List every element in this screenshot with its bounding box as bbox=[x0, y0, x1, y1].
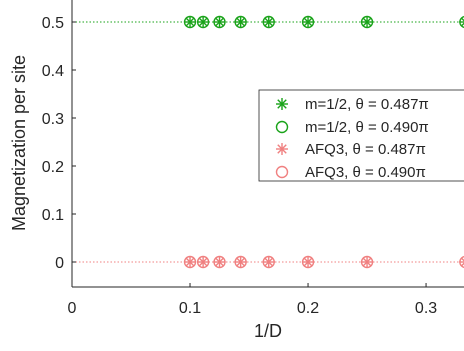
data-point-asterisk bbox=[302, 256, 315, 268]
y-tick-label: 0.2 bbox=[42, 159, 64, 176]
legend: m=1/2, θ = 0.487π m=1/2, θ = 0.490π AFQ3… bbox=[258, 89, 464, 182]
data-point-circle bbox=[234, 255, 247, 269]
legend-entry-3: AFQ3, θ = 0.487π bbox=[305, 141, 426, 158]
legend-entry-4: AFQ3, θ = 0.490π bbox=[305, 164, 426, 181]
data-point-circle bbox=[196, 15, 210, 29]
data-point-circle bbox=[213, 15, 226, 29]
ticks: 0 0.1 0.2 0.3 0 0.1 0.2 0.3 0.4 0.5 bbox=[42, 15, 438, 317]
data-point-circle bbox=[301, 255, 315, 269]
data-point-circle bbox=[301, 15, 315, 29]
y-axis-label: Magnetization per site bbox=[9, 55, 29, 231]
legend-marker-asterisk bbox=[276, 98, 288, 110]
data-point-circle bbox=[196, 255, 210, 269]
axes bbox=[71, 0, 464, 288]
data-point-asterisk bbox=[234, 256, 247, 268]
data-point-circle bbox=[459, 15, 464, 29]
x-axis-label: 1/D bbox=[254, 321, 282, 341]
data-point-asterisk bbox=[184, 16, 197, 28]
y-tick-label: 0 bbox=[55, 255, 64, 272]
x-tick-label: 0.3 bbox=[415, 300, 437, 317]
legend-entry-2: m=1/2, θ = 0.490π bbox=[305, 119, 429, 136]
x-tick-label: 0.2 bbox=[297, 300, 319, 317]
data-point-circle bbox=[360, 15, 374, 29]
data-point-asterisk bbox=[262, 256, 275, 268]
data-point-asterisk bbox=[234, 16, 247, 28]
data-point-asterisk bbox=[459, 17, 464, 27]
data-point-asterisk bbox=[197, 256, 210, 268]
legend-marker-asterisk bbox=[276, 143, 288, 155]
data-point-circle bbox=[262, 15, 275, 29]
x-tick-label: 0 bbox=[68, 300, 77, 317]
data-point-asterisk bbox=[361, 16, 374, 28]
legend-marker-circle bbox=[275, 165, 289, 179]
y-tick-label: 0.1 bbox=[42, 207, 64, 224]
data-point-circle bbox=[183, 15, 197, 29]
data-point-asterisk bbox=[302, 16, 315, 28]
legend-entry-1: m=1/2, θ = 0.487π bbox=[305, 96, 429, 113]
data-point-asterisk bbox=[361, 256, 374, 268]
data-point-circle bbox=[459, 255, 464, 269]
data-point-circle bbox=[360, 255, 374, 269]
x-tick-label: 0.1 bbox=[179, 300, 201, 317]
data-point-asterisk bbox=[197, 16, 210, 28]
data-point-circle bbox=[234, 15, 247, 29]
data-point-circle bbox=[262, 255, 275, 269]
data-point-asterisk bbox=[262, 16, 275, 28]
data-points bbox=[183, 15, 464, 269]
legend-box bbox=[258, 89, 464, 182]
y-tick-label: 0.4 bbox=[42, 63, 64, 80]
data-point-asterisk bbox=[459, 257, 464, 267]
data-point-circle bbox=[213, 255, 226, 269]
data-point-asterisk bbox=[213, 256, 226, 268]
legend-marker-circle bbox=[275, 120, 289, 134]
y-tick-label: 0.5 bbox=[42, 15, 64, 32]
legend-markers bbox=[275, 98, 289, 179]
y-tick-label: 0.3 bbox=[42, 111, 64, 128]
data-point-circle bbox=[183, 255, 197, 269]
data-point-asterisk bbox=[184, 256, 197, 268]
data-point-asterisk bbox=[213, 16, 226, 28]
